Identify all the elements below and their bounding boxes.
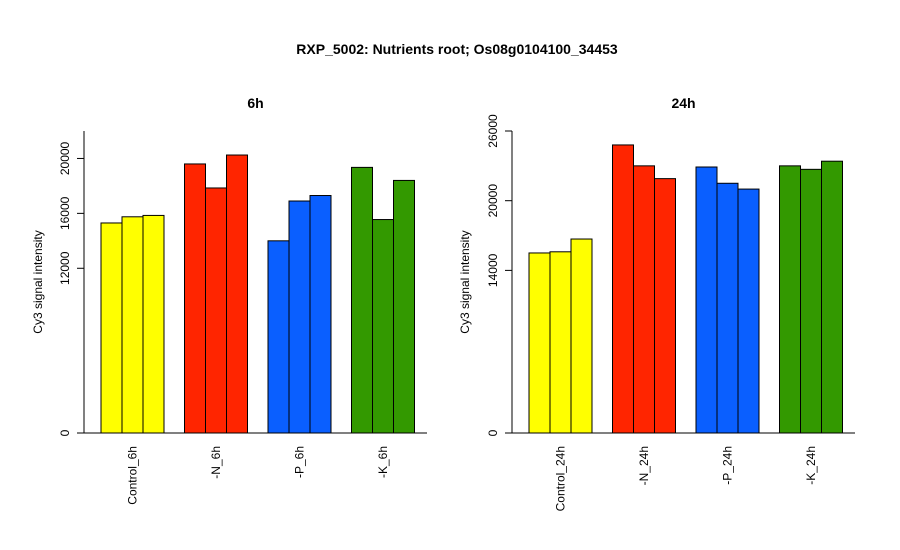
bar-n-6h-3 — [226, 154, 248, 434]
y-axis-label: Cy3 signal intensity — [458, 230, 472, 333]
bar-k-24h-1 — [779, 165, 801, 434]
bar-n-6h-2 — [205, 187, 227, 434]
bar-n-6h-1 — [184, 163, 206, 434]
bar-p-6h-3 — [309, 195, 332, 434]
bar-n-24h-3 — [654, 178, 676, 434]
y-tick-label: 20000 — [58, 141, 72, 175]
bar-n-24h-2 — [633, 165, 655, 434]
chart-panel-24h: 24h Cy3 signal intensity 0 14000 20000 26000 C… — [458, 95, 855, 511]
bar-control-6h-3 — [142, 214, 165, 434]
panel-title: 24h — [671, 95, 695, 111]
x-category-label: -N_6h — [209, 446, 223, 479]
y-tick-label: 26000 — [486, 114, 500, 148]
y-axis-label: Cy3 signal intensity — [31, 230, 45, 333]
y-tick-label: 14000 — [486, 253, 500, 287]
y-tick-label: 0 — [486, 429, 500, 436]
x-category-label: -K_24h — [804, 446, 818, 485]
bar-p-6h-1 — [267, 240, 290, 434]
bar-n-24h-1 — [612, 144, 634, 434]
y-tick-label: 12000 — [58, 251, 72, 285]
bar-p-24h-1 — [695, 166, 718, 434]
bar-control-24h-1 — [528, 252, 551, 434]
y-tick-label: 0 — [58, 429, 72, 436]
bar-p-6h-2 — [288, 200, 311, 434]
bar-k-6h-2 — [372, 219, 394, 434]
bar-p-24h-3 — [737, 188, 760, 434]
bar-control-6h-2 — [121, 216, 144, 434]
x-category-label: -K_6h — [376, 446, 390, 478]
x-category-label: -P_6h — [293, 446, 307, 478]
bar-control-6h-1 — [100, 222, 123, 434]
bar-control-24h-3 — [570, 238, 593, 434]
x-category-label: Control_6h — [126, 446, 140, 505]
bar-p-24h-2 — [716, 182, 739, 434]
x-category-label: -P_24h — [721, 446, 735, 485]
bar-k-6h-1 — [351, 166, 373, 434]
bar-k-24h-3 — [821, 160, 843, 434]
panel-title: 6h — [247, 95, 263, 111]
x-category-label: Control_24h — [554, 446, 568, 511]
chart-panel-6h: 6h Cy3 signal intensity 0 12000 16000 20000 Co… — [31, 95, 427, 505]
y-tick-label: 16000 — [58, 196, 72, 230]
y-tick-label: 20000 — [486, 184, 500, 218]
figure-title: RXP_5002: Nutrients root; Os08g0104100_3… — [296, 41, 618, 57]
x-category-label: -N_24h — [637, 446, 651, 485]
bar-k-24h-2 — [800, 168, 822, 434]
bar-k-6h-3 — [393, 179, 415, 434]
bar-control-24h-2 — [549, 251, 572, 434]
